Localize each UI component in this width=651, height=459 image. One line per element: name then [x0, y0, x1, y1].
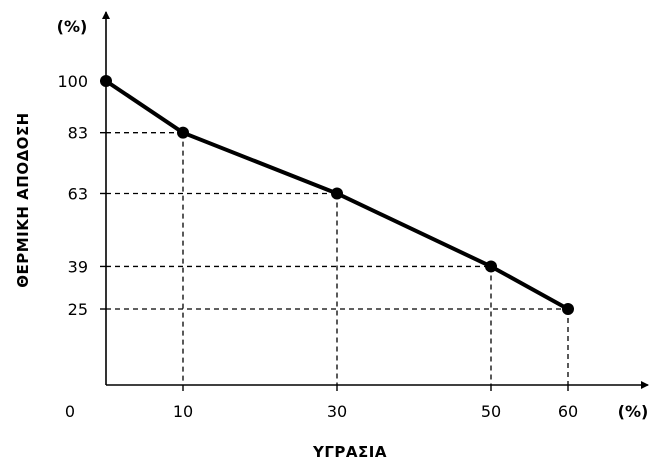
guide-lines — [106, 132, 569, 385]
axes — [102, 11, 649, 389]
data-point — [562, 303, 574, 315]
x-unit-label: (%) — [618, 402, 649, 421]
tick-labels: 100 83 63 39 25 0 10 30 50 60 — [57, 72, 578, 421]
x-axis-title: ΥΓΡΑΣΙΑ — [312, 443, 387, 459]
data-point — [331, 187, 343, 200]
data-points — [100, 75, 574, 315]
y-axis-title: ΘΕΡΜΙΚΗ ΑΠΟΔΟΣΗ — [14, 112, 32, 287]
y-unit-label: (%) — [57, 17, 88, 36]
x-tick-label: 10 — [173, 402, 193, 421]
x-tick-label: 0 — [65, 402, 75, 421]
x-tick-label: 60 — [558, 402, 578, 421]
y-tick-label: 39 — [68, 257, 88, 276]
y-tick-label: 83 — [68, 124, 88, 143]
y-tick-label: 63 — [68, 184, 88, 203]
y-tick-label: 100 — [57, 72, 88, 91]
y-tick-label: 25 — [68, 300, 88, 319]
x-tick-label: 30 — [327, 402, 347, 421]
data-point — [485, 260, 497, 273]
x-tick-label: 50 — [481, 402, 501, 421]
data-point — [177, 126, 189, 139]
